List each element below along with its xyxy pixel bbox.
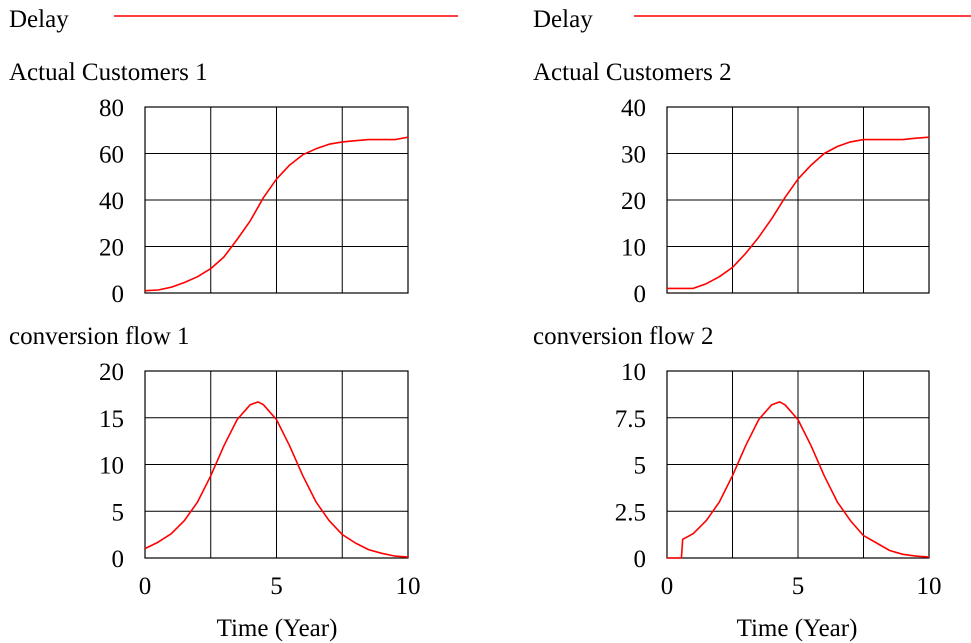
chart-title: conversion flow 1 [9, 323, 190, 350]
x-axis-title: Time (Year) [737, 615, 858, 642]
y-tick-label: 5 [112, 499, 125, 526]
chart-title: Actual Customers 1 [9, 59, 208, 86]
chart-panel-conversion-flow-1: 0 5 10 15 20 0 5 10 [99, 359, 421, 600]
chart-panel-conversion-flow-2: 0 2.5 5 7.5 10 0 5 10 [615, 359, 942, 600]
legend-label: Delay [9, 6, 69, 33]
y-tick-label: 5 [634, 453, 647, 480]
y-tick-label: 30 [621, 142, 646, 169]
y-tick-label: 20 [99, 235, 124, 262]
chart-panel-actual-customers-1: 0 20 40 60 80 [99, 95, 409, 308]
x-tick-label: 0 [661, 573, 674, 600]
legend-left: Delay [9, 6, 458, 33]
y-tick-label: 40 [621, 95, 646, 122]
x-axis-title: Time (Year) [217, 615, 338, 642]
y-tick-label: 10 [621, 235, 646, 262]
plot-frame [666, 370, 930, 559]
plot-frame [144, 370, 409, 559]
series-line-delay [144, 136, 409, 292]
series-line-delay [144, 401, 409, 558]
y-tick-label: 0 [112, 546, 125, 573]
x-tick-label: 5 [270, 573, 283, 600]
y-tick-label: 0 [112, 281, 125, 308]
y-tick-label: 60 [99, 142, 124, 169]
series-line-delay [667, 136, 930, 290]
y-tick-label: 20 [621, 188, 646, 215]
y-tick-label: 0 [634, 281, 647, 308]
y-tick-label: 7.5 [615, 406, 646, 433]
plot-frame [144, 106, 409, 294]
y-tick-label: 10 [99, 453, 124, 480]
x-tick-label: 0 [139, 573, 152, 600]
legend-label: Delay [533, 6, 593, 33]
x-tick-label: 5 [792, 573, 805, 600]
chart-title: Actual Customers 2 [533, 59, 732, 86]
y-tick-label: 15 [99, 406, 124, 433]
y-tick-label: 0 [634, 546, 647, 573]
chart-panel-actual-customers-2: 0 10 20 30 40 [621, 95, 930, 308]
chart-title: conversion flow 2 [533, 323, 714, 350]
y-tick-label: 10 [621, 359, 646, 386]
x-tick-label: 10 [396, 573, 421, 600]
plot-frame [666, 106, 930, 294]
y-tick-label: 80 [99, 95, 124, 122]
y-tick-label: 20 [99, 359, 124, 386]
x-tick-label: 10 [917, 573, 942, 600]
legend-right: Delay [533, 6, 971, 33]
series-line-delay [667, 401, 930, 559]
y-tick-label: 40 [99, 188, 124, 215]
y-tick-label: 2.5 [615, 499, 646, 526]
